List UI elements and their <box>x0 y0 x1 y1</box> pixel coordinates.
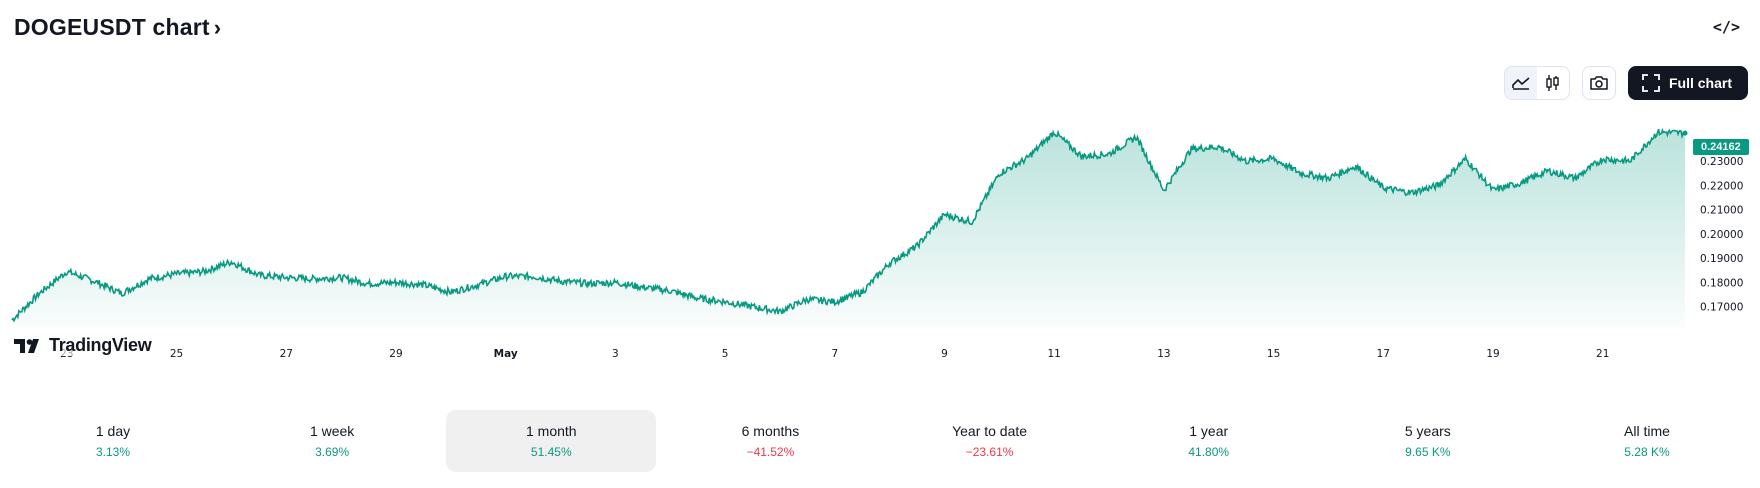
price-tick-label: 0.22000 <box>1700 180 1743 192</box>
period-tab[interactable]: 1 month 51.45% <box>446 410 657 472</box>
tradingview-logo-text: TradingView <box>49 335 152 355</box>
time-axis: 23252729May3579111315171921 <box>60 348 1609 360</box>
period-tab[interactable]: 5 years 9.65 K% <box>1323 410 1533 472</box>
price-tick-label: 0.20000 <box>1700 229 1743 241</box>
time-tick-label: 9 <box>941 348 948 360</box>
plot-area <box>11 127 1688 328</box>
period-tab[interactable]: 1 week 3.69% <box>227 410 437 472</box>
candlestick-icon <box>1546 75 1559 91</box>
performance-periods: 1 day 3.13% 1 week 3.69% 1 month 51.45% 6 mont… <box>0 410 1760 472</box>
last-price-dot <box>1682 130 1688 136</box>
price-tick-label: 0.21000 <box>1700 205 1743 217</box>
price-axis: 0.23000 0.22000 0.21000 0.20000 0.19000 0.180… <box>1700 156 1743 313</box>
time-tick-label: 25 <box>170 348 183 360</box>
area-chart-button[interactable] <box>1504 67 1537 99</box>
time-tick-label: 19 <box>1486 348 1499 360</box>
period-label: 5 years <box>1404 423 1451 439</box>
screenshot-button[interactable] <box>1581 66 1616 100</box>
candlestick-chart-button[interactable] <box>1537 67 1569 99</box>
period-change: 3.69% <box>315 445 350 459</box>
full-chart-label: Full chart <box>1668 75 1732 91</box>
time-tick-label: 21 <box>1596 348 1609 360</box>
price-tick-label: 0.18000 <box>1700 277 1743 289</box>
period-label: All time <box>1624 423 1670 439</box>
chevron-right-icon: › <box>213 14 222 40</box>
period-change: 9.65 K% <box>1405 445 1451 459</box>
full-chart-button[interactable]: Full chart <box>1627 66 1748 100</box>
chart-toolbar: Full chart <box>1503 66 1748 100</box>
period-tab[interactable]: 6 months −41.52% <box>665 410 875 472</box>
period-tab[interactable]: Year to date −23.61% <box>885 410 1095 472</box>
price-area-fill <box>12 129 1685 328</box>
period-tab[interactable]: 1 year 41.80% <box>1104 410 1314 472</box>
time-tick-label: 15 <box>1267 348 1280 360</box>
time-tick-label: 7 <box>831 348 838 360</box>
price-chart[interactable]: 0.23000 0.22000 0.21000 0.20000 0.19000 0.180… <box>0 110 1760 390</box>
last-price-label: 0.24162 <box>1693 139 1749 155</box>
area-chart-icon <box>1512 77 1530 90</box>
expand-icon <box>1642 74 1660 92</box>
price-line <box>11 127 1686 323</box>
camera-icon <box>1590 76 1608 90</box>
time-tick-label: 5 <box>722 348 729 360</box>
time-tick-label: 11 <box>1048 348 1061 360</box>
time-tick-label: 3 <box>612 348 619 360</box>
time-tick-label: 17 <box>1377 348 1390 360</box>
embed-code-button[interactable]: </> <box>1712 18 1740 36</box>
page-title: DOGEUSDT chart <box>14 14 210 40</box>
tradingview-logo-icon <box>14 338 39 353</box>
chart-style-toggle <box>1503 66 1570 100</box>
period-change: −41.52% <box>746 445 795 459</box>
period-label: 1 year <box>1189 423 1229 439</box>
chart-title-link[interactable]: DOGEUSDT chart › <box>14 14 221 41</box>
time-tick-label: 29 <box>389 348 402 360</box>
price-tick-label: 0.17000 <box>1700 302 1743 314</box>
time-tick-label: May <box>494 348 518 360</box>
period-change: 5.28 K% <box>1624 445 1670 459</box>
time-tick-label: 13 <box>1157 348 1170 360</box>
price-tick-label: 0.19000 <box>1700 253 1743 265</box>
period-tab[interactable]: 1 day 3.13% <box>8 410 218 472</box>
time-tick-label: 27 <box>280 348 293 360</box>
period-label: 6 months <box>741 423 800 439</box>
period-label: 1 month <box>525 423 577 439</box>
period-change: 41.80% <box>1188 445 1230 459</box>
period-change: 51.45% <box>530 445 572 459</box>
price-tick-label: 0.23000 <box>1700 156 1743 168</box>
period-tab[interactable]: All time 5.28 K% <box>1542 410 1752 472</box>
tradingview-logo[interactable]: TradingView <box>14 335 152 356</box>
period-change: −23.61% <box>965 445 1014 459</box>
period-label: 1 day <box>95 423 131 439</box>
period-change: 3.13% <box>95 445 131 459</box>
period-label: Year to date <box>952 423 1028 439</box>
period-label: 1 week <box>309 423 355 439</box>
